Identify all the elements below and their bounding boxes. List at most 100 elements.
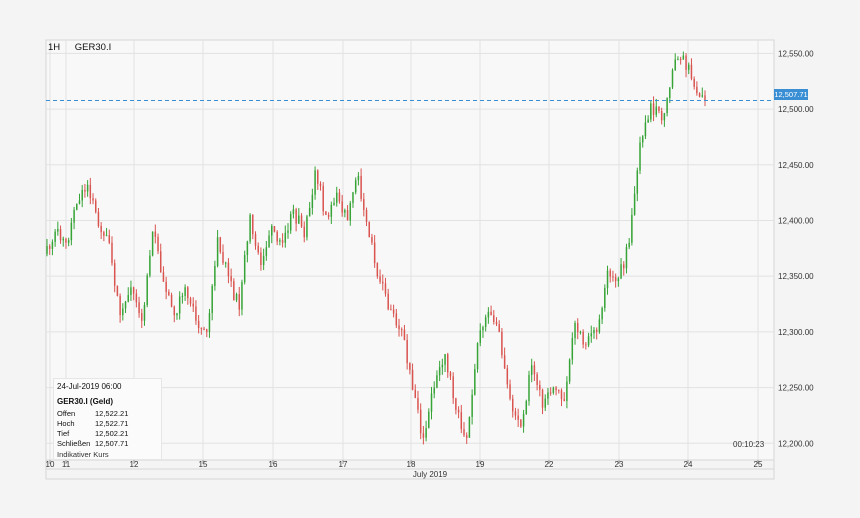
candle-body [116, 285, 119, 296]
candle-body [314, 170, 316, 195]
indicative-price-note: Indikativer Kurs [57, 450, 109, 459]
x-tick-label: 16 [269, 460, 278, 469]
candle-body [533, 365, 536, 375]
candle-body [165, 281, 167, 292]
candle-body [414, 389, 417, 398]
candle-body [544, 398, 546, 408]
candle-body [574, 322, 576, 339]
candle-body [568, 359, 571, 382]
candle-body [108, 235, 111, 243]
candle-body [549, 392, 552, 394]
info-value: 12,522.21 [95, 409, 129, 418]
candle-body [379, 276, 381, 282]
candle-body [352, 192, 354, 204]
candle-body [67, 240, 70, 243]
candle-body [498, 324, 500, 332]
y-tick-label: 12,550.00 [778, 49, 814, 58]
candle-body [113, 263, 116, 286]
candle-body [463, 429, 465, 436]
info-value: 12,522.71 [95, 419, 129, 428]
candle-body [398, 325, 400, 330]
candle-body [449, 372, 452, 377]
candle-body [373, 242, 376, 264]
candle-body [330, 204, 333, 217]
candle-body [620, 264, 622, 279]
candle-body [430, 393, 433, 412]
candle-body [409, 363, 411, 370]
candle-body [590, 333, 593, 337]
candle-body [311, 194, 314, 208]
timeframe-label[interactable]: 1H [48, 42, 61, 53]
candle-body [197, 320, 200, 328]
candle-body [365, 209, 368, 222]
candle-body [224, 262, 227, 264]
candle-body [84, 189, 86, 192]
x-tick-label: 11 [62, 460, 71, 469]
candle-body [663, 113, 666, 121]
info-key: Schließen [57, 439, 91, 448]
candle-body [346, 210, 349, 221]
candle-body [606, 270, 609, 289]
candle-body [184, 287, 186, 296]
candle-body [484, 317, 487, 328]
candle-body [333, 202, 335, 205]
candle-body [189, 298, 192, 304]
candle-body [655, 106, 658, 115]
candle-body [222, 251, 224, 264]
candle-body [276, 231, 278, 242]
candle-body [92, 198, 94, 201]
candle-body [457, 409, 460, 413]
candle-body [265, 247, 268, 256]
candle-body [487, 311, 490, 318]
candle-body [639, 142, 641, 171]
candle-body [279, 240, 281, 242]
candle-body [159, 251, 162, 273]
candle-body [97, 211, 100, 227]
candle-body [192, 303, 194, 307]
candle-body [122, 308, 124, 316]
candle-body [647, 119, 649, 123]
candle-body [438, 367, 441, 376]
candle-body [495, 321, 498, 325]
candle-body [322, 185, 324, 212]
y-tick-label: 12,200.00 [778, 439, 814, 448]
candle-body [48, 245, 51, 249]
candle-body [363, 198, 365, 210]
candle-body [178, 296, 181, 314]
candle-body [671, 70, 674, 88]
candle-body [555, 387, 557, 391]
y-tick-label: 12,500.00 [778, 105, 814, 114]
candle-body [127, 294, 129, 302]
candle-body [214, 265, 216, 286]
x-axis-month-label: July 2019 [413, 470, 448, 479]
candle-body [206, 329, 208, 332]
candle-body [216, 237, 219, 266]
candle-body [249, 214, 251, 242]
x-axis: July 2019 10 11 12 15 16 17 18 19 22 23 24 25 [45, 459, 775, 480]
candle-body [76, 203, 78, 210]
candle-body [243, 255, 246, 283]
candle-body [268, 235, 270, 248]
candle-body [444, 354, 446, 365]
candle-body [111, 242, 113, 264]
x-tick-label: 24 [684, 460, 693, 469]
candle-body [119, 295, 121, 316]
candle-body [479, 330, 481, 344]
y-tick-label: 12,350.00 [778, 272, 814, 281]
symbol-label[interactable]: GER30.I [74, 42, 112, 53]
candle-body [281, 240, 284, 243]
current-price-tag: 12,507.71 [774, 89, 808, 100]
candle-body [211, 285, 213, 314]
candle-body [571, 338, 574, 360]
candle-body [360, 175, 362, 199]
candle-body [94, 200, 97, 212]
candle-body [317, 170, 319, 184]
candle-body [135, 293, 138, 303]
candle-body [235, 294, 238, 301]
candle-body [146, 275, 148, 305]
info-instrument: GER30.I (Geld) [57, 397, 114, 406]
candle-body [246, 241, 249, 256]
candle-body [303, 226, 305, 238]
candle-body [292, 209, 295, 215]
candle-body [679, 58, 682, 60]
